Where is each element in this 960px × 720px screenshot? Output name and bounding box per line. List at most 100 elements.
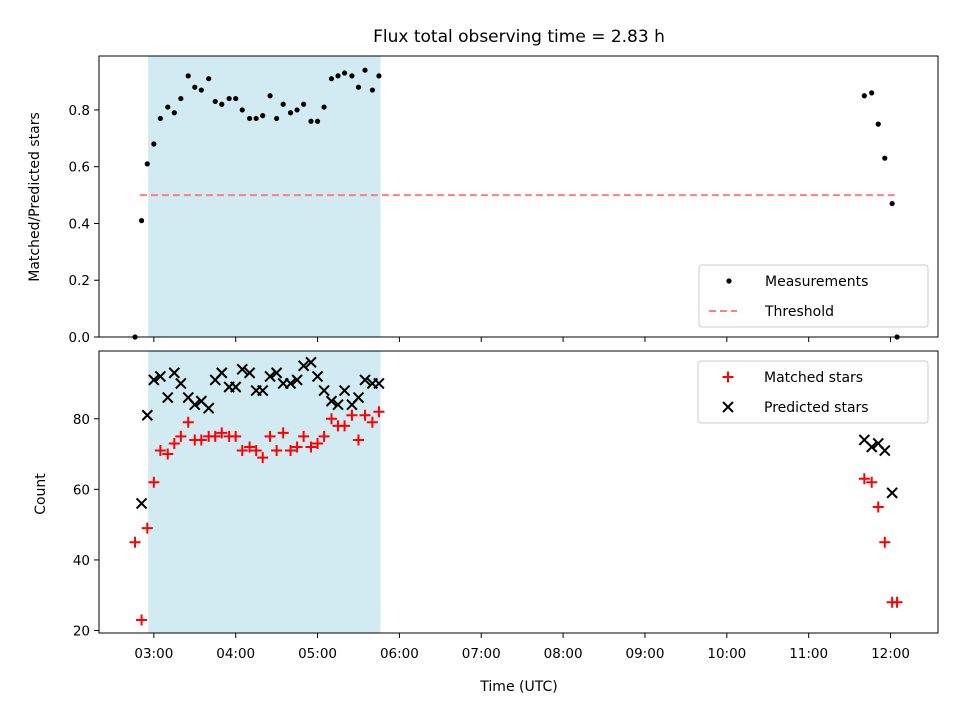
- matched-star-point: [866, 476, 878, 488]
- legend-predicted-marker: [722, 401, 734, 413]
- legend-label: Matched stars: [764, 370, 863, 386]
- measurement-point: [253, 115, 259, 122]
- x-tick-label: 12:00: [871, 646, 910, 662]
- bottom-legend: Matched stars Predicted stars: [697, 360, 929, 424]
- measurement-point: [335, 73, 341, 79]
- measurement-point: [287, 110, 294, 116]
- top-y-tick-label: 0.8: [69, 103, 90, 119]
- measurement-point: [308, 118, 314, 124]
- matched-star-point: [162, 448, 174, 460]
- bottom-panel: 03:00 04:00 05:00 06:00 07:00 08:00 09:00 10:00…: [73, 350, 939, 662]
- bottom-y-axis-label: Count: [33, 473, 49, 515]
- matched-star-point: [312, 437, 324, 449]
- measurement-point: [355, 84, 362, 90]
- x-tick-label: 10:00: [707, 646, 746, 662]
- bottom-y-tick-label: 20: [73, 624, 90, 640]
- measurement-point: [341, 70, 348, 76]
- predicted-star-point: [886, 487, 898, 499]
- legend-matched-marker: [722, 371, 734, 383]
- measurement-point: [875, 121, 881, 127]
- predicted-star-point: [359, 374, 371, 386]
- measurement-point: [349, 73, 355, 79]
- predicted-star-point: [325, 395, 338, 407]
- matched-star-point: [346, 409, 358, 421]
- matched-star-point: [129, 536, 141, 548]
- legend-label: Predicted stars: [764, 400, 869, 416]
- matched-star-point: [298, 430, 310, 442]
- x-tick-label: 08:00: [544, 646, 583, 662]
- predicted-star-point: [332, 398, 344, 411]
- x-tick-label: 07:00: [462, 646, 501, 662]
- matched-star-point: [182, 416, 194, 428]
- predicted-star-point: [284, 377, 297, 390]
- measurement-point: [226, 95, 232, 102]
- matched-star-point: [872, 501, 884, 513]
- measurement-point: [144, 161, 150, 167]
- x-tick-label: 05:00: [298, 646, 337, 662]
- measurement-point: [882, 155, 888, 161]
- predicted-star-point: [148, 374, 160, 386]
- measurement-point: [247, 115, 253, 122]
- measurement-point: [151, 141, 157, 147]
- matched-star-point: [257, 452, 269, 464]
- predicted-star-point: [189, 398, 201, 411]
- matched-star-point: [366, 416, 378, 428]
- measurement-point: [138, 218, 145, 224]
- predicted-star-point: [297, 360, 310, 372]
- x-tick-label: 06:00: [380, 646, 419, 662]
- measurement-point: [274, 115, 280, 122]
- figure-title: Flux total observing time = 2.83 h: [373, 27, 665, 47]
- measurement-point: [889, 200, 895, 207]
- predicted-star-point: [168, 367, 181, 379]
- measurement-point: [233, 95, 239, 102]
- measurement-point: [192, 84, 198, 90]
- top-legend-box: [698, 264, 929, 328]
- predicted-star-point: [236, 363, 248, 376]
- measurement-point: [369, 87, 375, 93]
- measurement-point: [362, 67, 368, 73]
- bottom-legend-box: [697, 360, 929, 424]
- measurement-point: [321, 104, 327, 110]
- predicted-star-point: [373, 377, 385, 390]
- matched-star-point: [136, 614, 148, 626]
- matched-star-point: [305, 441, 317, 453]
- matched-star-point: [891, 596, 903, 608]
- measurement-point: [171, 110, 177, 116]
- matched-star-point: [264, 430, 276, 442]
- matched-star-point: [285, 445, 297, 457]
- top-y-tick-label: 0.4: [69, 216, 90, 232]
- matched-star-point: [195, 434, 207, 446]
- top-panel: 0.0 0.2 0.4 0.6 0.8 Measurements Threshold: [69, 55, 939, 346]
- matched-star-point: [373, 406, 385, 418]
- predicted-star-point: [264, 370, 276, 383]
- predicted-star-point: [318, 384, 330, 397]
- measurement-point: [328, 76, 335, 82]
- top-y-tick-label: 0.2: [69, 273, 90, 289]
- measurement-point: [239, 107, 245, 113]
- predicted-star-point: [175, 377, 187, 390]
- predicted-star-point: [202, 402, 215, 414]
- bottom-y-tick-label: 80: [73, 412, 90, 428]
- matched-star-point: [216, 427, 228, 439]
- legend-measurements-marker: [726, 278, 732, 284]
- bottom-axes-frame: [98, 350, 939, 634]
- measurement-point: [861, 93, 867, 99]
- measurement-point: [267, 93, 273, 99]
- matched-star-point: [175, 430, 187, 442]
- matched-star-point: [325, 413, 337, 425]
- predicted-star-point: [229, 381, 242, 393]
- measurement-point: [869, 90, 875, 96]
- predicted-star-point: [141, 409, 154, 421]
- matched-star-point: [236, 445, 248, 457]
- matched-star-point: [352, 434, 364, 446]
- predicted-star-point: [243, 367, 256, 379]
- x-tick-label: 04:00: [216, 646, 255, 662]
- x-tick-label: 09:00: [626, 646, 665, 662]
- top-shaded-span: [148, 56, 381, 337]
- measurement-point: [280, 101, 286, 107]
- measurement-point: [198, 87, 204, 93]
- predicted-star-point: [338, 384, 351, 397]
- predicted-star-point: [311, 370, 324, 383]
- top-legend: Measurements Threshold: [698, 264, 929, 328]
